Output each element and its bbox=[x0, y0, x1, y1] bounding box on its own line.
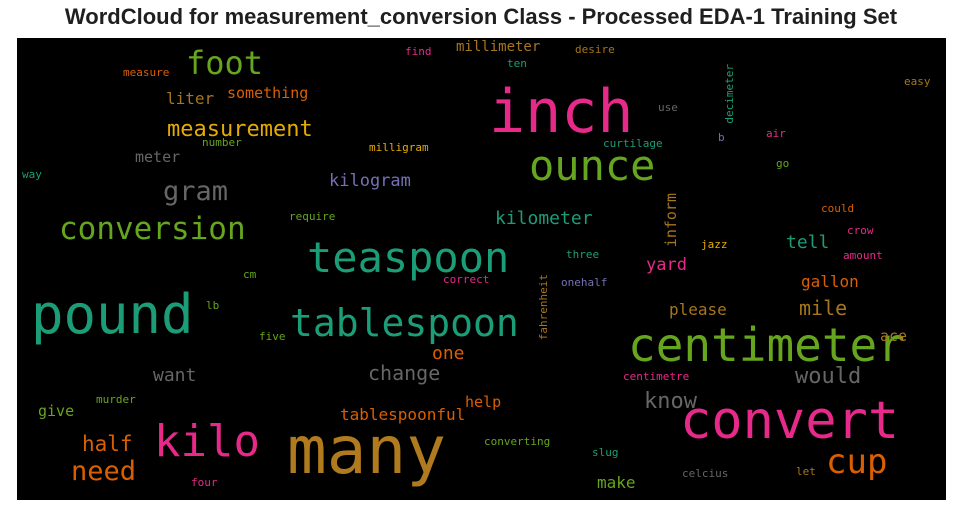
word-something: something bbox=[227, 84, 309, 102]
word-cm: cm bbox=[243, 268, 257, 281]
word-b: b bbox=[718, 131, 725, 144]
word-slug: slug bbox=[592, 446, 619, 459]
word-correct: correct bbox=[443, 273, 490, 286]
word-teaspoon: teaspoon bbox=[307, 233, 510, 282]
chart-title: WordCloud for measurement_conversion Cla… bbox=[64, 4, 898, 29]
word-go: go bbox=[776, 157, 790, 170]
word-help: help bbox=[465, 393, 502, 411]
word-mile: mile bbox=[799, 296, 848, 320]
word-please: please bbox=[669, 300, 727, 319]
word-meter: meter bbox=[135, 148, 181, 166]
word-decimeter: decimeter bbox=[723, 64, 736, 124]
word-change: change bbox=[368, 361, 441, 385]
word-tablespoonful: tablespoonful bbox=[340, 405, 466, 424]
word-air: air bbox=[766, 127, 786, 140]
word-lb: lb bbox=[206, 299, 220, 312]
word-inch: inch bbox=[489, 77, 634, 147]
word-ounce: ounce bbox=[529, 141, 656, 190]
word-need: need bbox=[71, 456, 137, 487]
word-cloud: many inch convert pound centimeter teasp… bbox=[17, 38, 946, 500]
word-crow: crow bbox=[847, 224, 874, 237]
word-many: many bbox=[287, 412, 446, 489]
word-liter: liter bbox=[166, 89, 215, 108]
word-could: could bbox=[821, 202, 855, 215]
word-would: would bbox=[795, 364, 862, 389]
word-half: half bbox=[82, 432, 133, 456]
word-measurement: measurement bbox=[167, 117, 313, 142]
word-kilogram: kilogram bbox=[329, 171, 411, 191]
word-inform: inform bbox=[662, 193, 680, 248]
word-three: three bbox=[566, 248, 600, 261]
word-easy: easy bbox=[904, 75, 931, 88]
word-tablespoon: tablespoon bbox=[290, 301, 519, 345]
word-amount: amount bbox=[843, 249, 883, 262]
word-gallon: gallon bbox=[801, 272, 859, 291]
word-five: five bbox=[259, 330, 286, 343]
word-yard: yard bbox=[646, 255, 687, 275]
word-curtilage: curtilage bbox=[603, 137, 663, 150]
word-one: one bbox=[432, 343, 465, 364]
word-four: four bbox=[191, 476, 218, 489]
word-converting: converting bbox=[484, 435, 551, 448]
word-millimeter: millimeter bbox=[456, 39, 541, 55]
word-way: way bbox=[22, 168, 42, 181]
word-onehalf: onehalf bbox=[561, 276, 608, 289]
word-ten: ten bbox=[507, 57, 527, 70]
word-celcius: celcius bbox=[682, 467, 729, 480]
word-ace: ace bbox=[880, 327, 908, 345]
word-kilo: kilo bbox=[154, 416, 260, 467]
word-conversion: conversion bbox=[59, 211, 246, 247]
word-give: give bbox=[38, 402, 75, 420]
word-fahrenheit: fahrenheit bbox=[537, 274, 550, 341]
word-number: number bbox=[202, 136, 242, 149]
word-foot: foot bbox=[186, 44, 264, 82]
word-require: require bbox=[289, 210, 336, 223]
word-centimetre: centimetre bbox=[623, 370, 690, 383]
word-jazz: jazz bbox=[701, 238, 728, 251]
word-let: let bbox=[796, 465, 816, 478]
word-know: know bbox=[644, 389, 697, 414]
word-tell: tell bbox=[786, 232, 830, 253]
word-milligram: milligram bbox=[369, 141, 429, 154]
word-centimeter: centimeter bbox=[628, 318, 905, 372]
word-use: use bbox=[658, 101, 678, 114]
word-make: make bbox=[597, 473, 636, 492]
word-kilometer: kilometer bbox=[495, 208, 593, 229]
word-pound: pound bbox=[31, 283, 194, 346]
word-convert: convert bbox=[680, 391, 900, 451]
word-find: find bbox=[405, 45, 432, 58]
word-want: want bbox=[153, 365, 197, 386]
word-murder: murder bbox=[96, 393, 136, 406]
word-desire: desire bbox=[575, 43, 615, 56]
word-gram: gram bbox=[163, 176, 229, 207]
word-measure: measure bbox=[123, 66, 170, 79]
word-cup: cup bbox=[826, 442, 888, 482]
